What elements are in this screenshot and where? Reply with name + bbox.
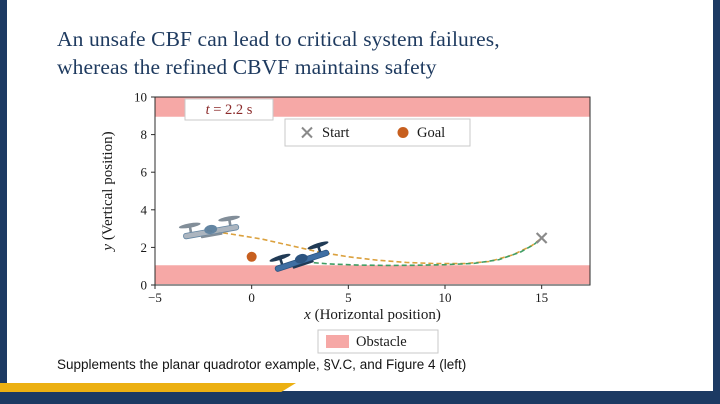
title-line-1: An unsafe CBF can lead to critical syste… xyxy=(57,27,500,51)
marker-legend-box xyxy=(284,118,471,147)
start-marker xyxy=(535,232,548,244)
right-frame-bar xyxy=(713,0,720,404)
unsafe-cbf-trajectory xyxy=(207,229,543,265)
y-tick-label: 10 xyxy=(134,90,147,105)
y-tick-label: 2 xyxy=(141,240,148,255)
legend-start-label: Start xyxy=(322,125,349,141)
x-tick-label: 10 xyxy=(439,290,452,305)
supplement-caption: Supplements the planar quadrotor example… xyxy=(57,357,467,372)
refined-cbvf-quadrotor xyxy=(269,241,330,272)
gold-accent-stripe xyxy=(0,383,296,392)
obstacle-legend-label: Obstacle xyxy=(356,334,407,350)
title-line-2: whereas the refined CBVF maintains safet… xyxy=(57,54,437,79)
time-label: t = 2.2 s xyxy=(206,102,253,118)
y-tick-label: 8 xyxy=(141,127,148,142)
y-tick-label: 6 xyxy=(141,165,148,180)
x-tick-label: 0 xyxy=(248,290,255,305)
goal-marker xyxy=(246,251,257,262)
y-axis-label: y (Vertical position) xyxy=(100,131,116,252)
legend-goal-marker xyxy=(397,127,409,138)
x-axis-label: x (Horizontal position) xyxy=(303,307,441,323)
x-tick-label: 5 xyxy=(345,290,352,305)
legend-goal-label: Goal xyxy=(417,125,445,141)
left-frame-bar xyxy=(0,0,7,404)
y-tick-label: 4 xyxy=(141,202,148,217)
y-tick-label: 0 xyxy=(141,278,148,293)
axes-frame xyxy=(154,96,591,286)
bottom-frame-bar xyxy=(0,391,720,404)
unsafe-cbf-quadrotor xyxy=(178,215,240,240)
slide-title: An unsafe CBF can lead to critical syste… xyxy=(57,26,500,82)
time-label-box xyxy=(184,98,274,121)
refined-cbvf-trajectory xyxy=(305,237,543,267)
x-tick-label: 15 xyxy=(535,290,548,305)
obstacle-legend-swatch xyxy=(326,335,349,348)
x-tick-label: −5 xyxy=(148,290,162,305)
obstacle-band xyxy=(155,265,590,285)
legend-start-marker xyxy=(301,126,313,139)
